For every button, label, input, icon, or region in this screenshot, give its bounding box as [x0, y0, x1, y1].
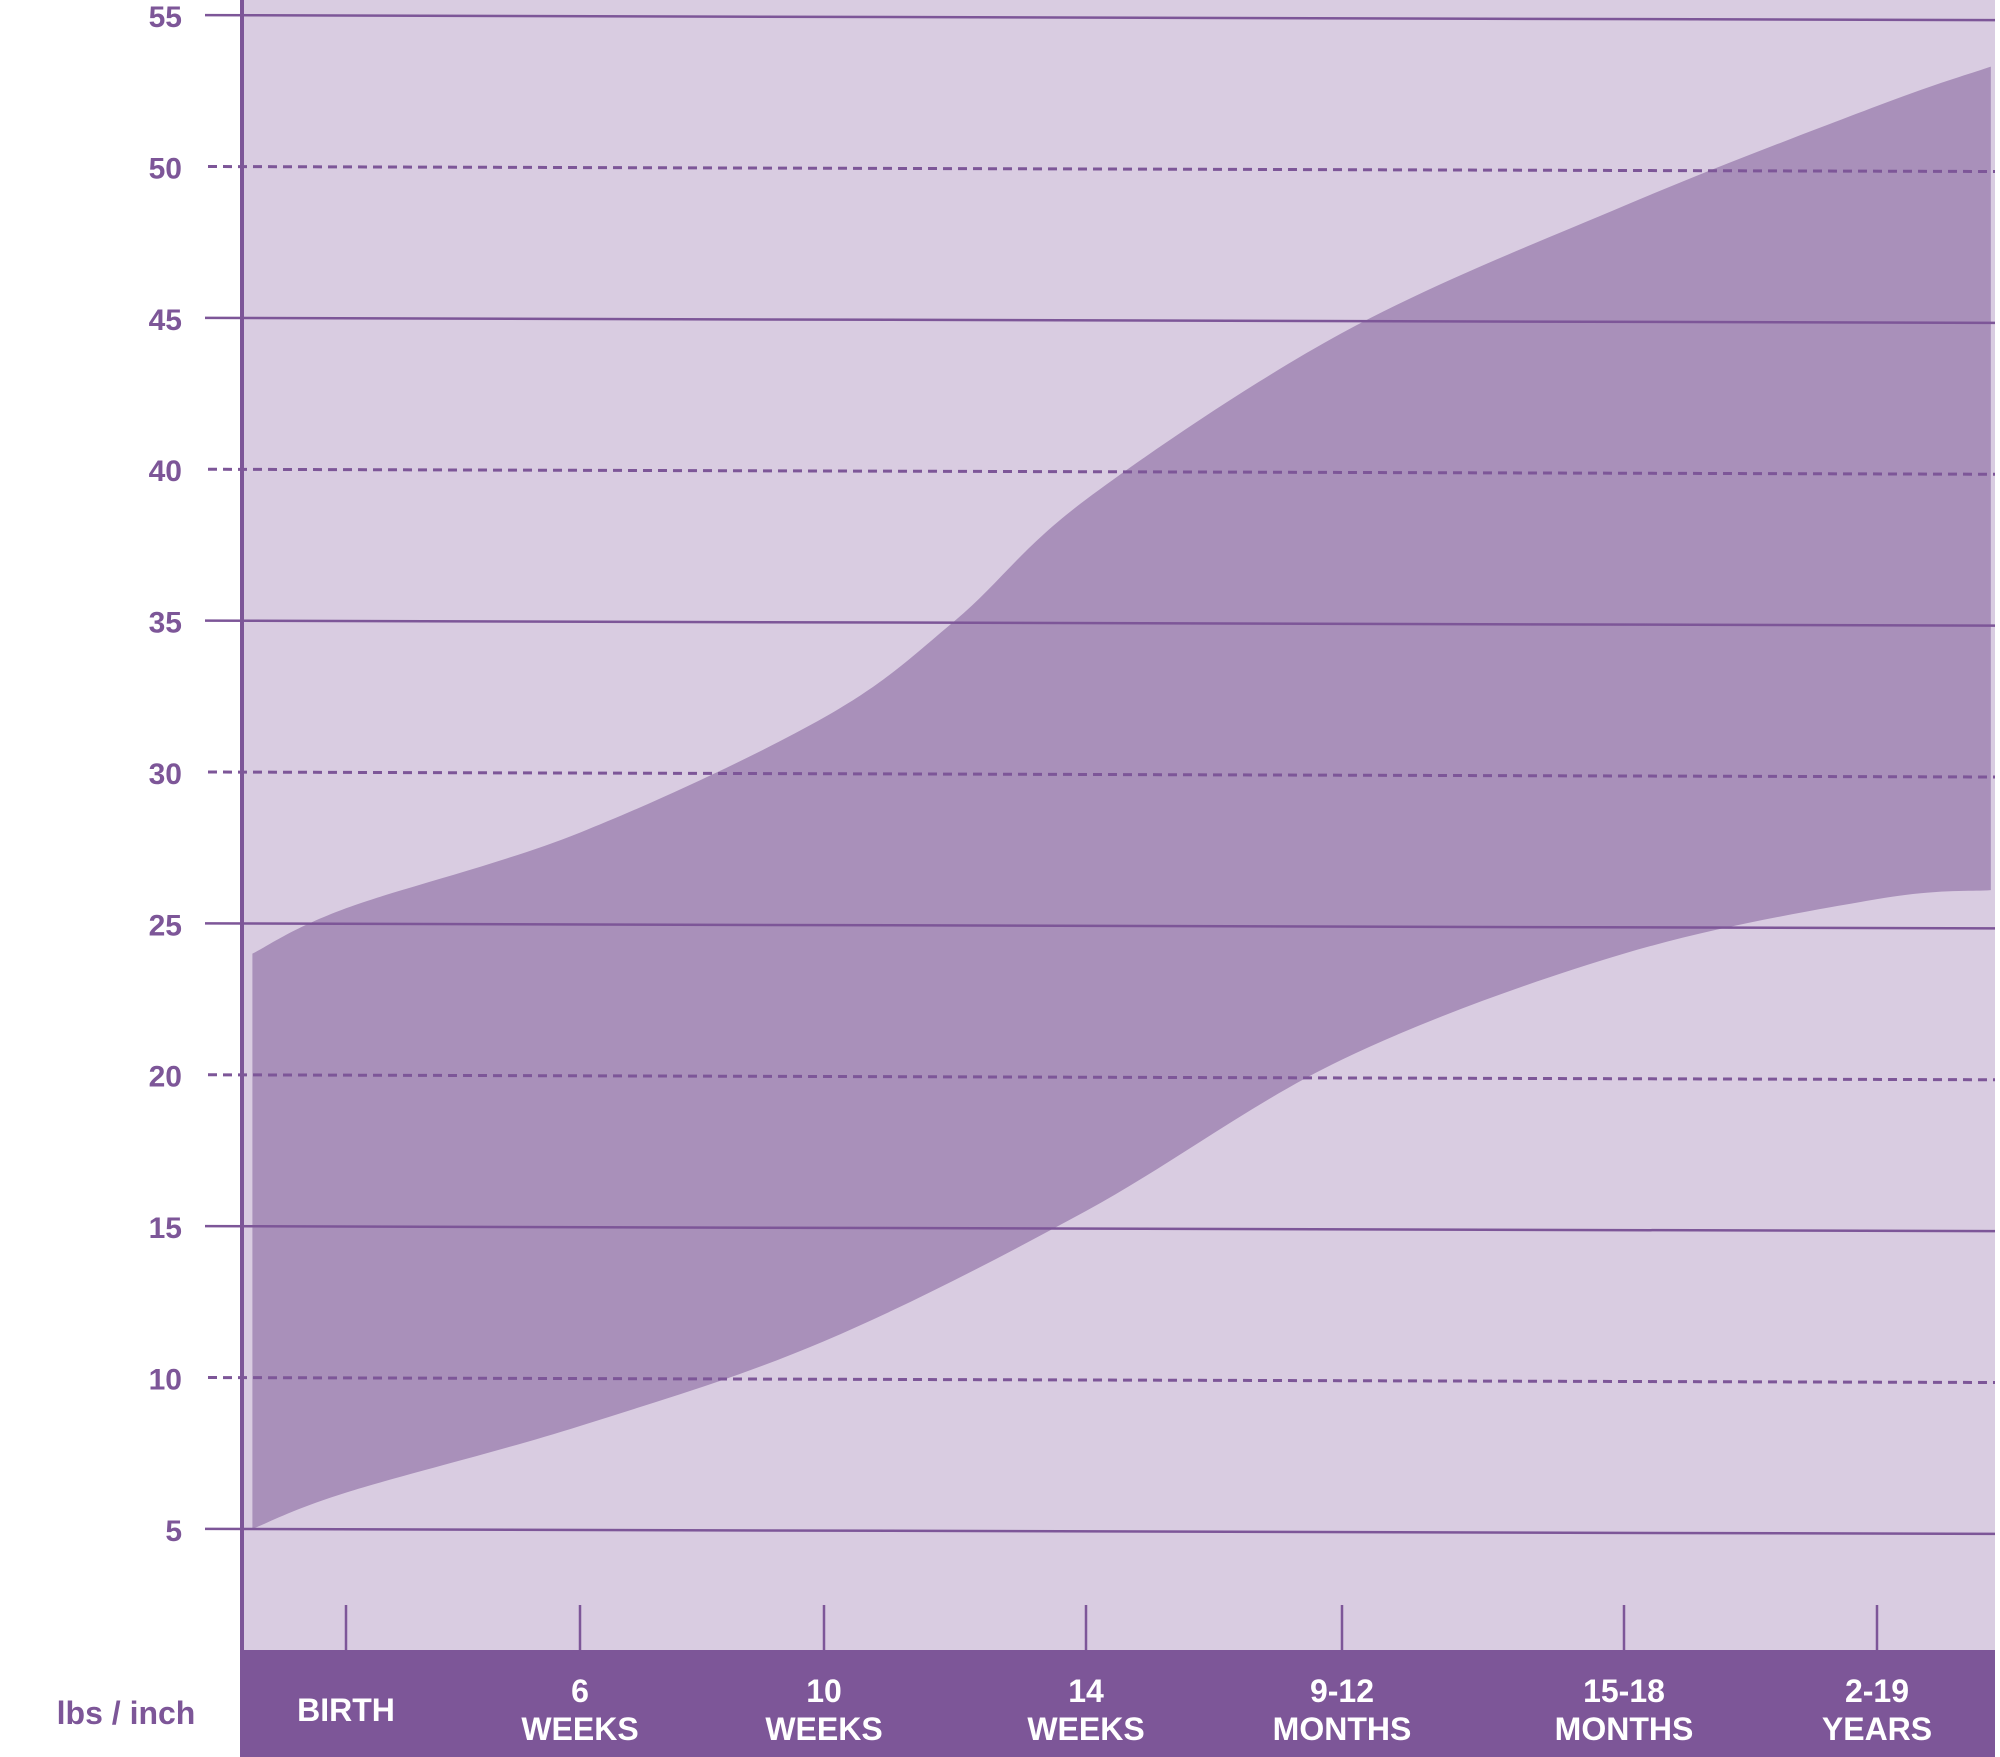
y-tick-label: 20: [149, 1061, 182, 1094]
y-tick-label: 50: [149, 152, 182, 185]
range-band: [252, 66, 1991, 1529]
gridline-dashed: [207, 165, 1996, 174]
x-tick-label: 10: [806, 1673, 842, 1709]
x-tick-label: WEEKS: [521, 1711, 638, 1747]
gridline-dashed: [207, 1073, 1996, 1082]
y-tick-label: 5: [165, 1515, 182, 1548]
gridline-dashed: [207, 467, 1996, 476]
x-tick-label: 6: [571, 1673, 589, 1709]
gridline-dashed: [207, 1376, 1996, 1385]
y-tick-label: 10: [149, 1363, 182, 1396]
x-tick-label: 15-18: [1583, 1673, 1665, 1709]
x-tick-label: YEARS: [1822, 1711, 1932, 1747]
x-tick-label: BIRTH: [297, 1692, 395, 1728]
gridline-solid: [204, 922, 1996, 930]
x-tick-label: 14: [1068, 1673, 1104, 1709]
x-axis-tick-marks: [344, 1605, 1879, 1650]
y-tick-label: 55: [149, 1, 182, 34]
gridline-solid: [204, 1527, 1996, 1536]
gridline-solid: [204, 13, 1996, 22]
y-axis-ticks: 5 10 15 20 25 30 35 40 45 50 55: [149, 1, 182, 1548]
unit-label: lbs / inch: [57, 1695, 196, 1731]
gridlines: [204, 13, 1996, 1536]
y-tick-label: 15: [149, 1212, 182, 1245]
y-tick-label: 40: [149, 455, 182, 488]
x-tick-label: 2-19: [1845, 1673, 1909, 1709]
x-axis-labels: BIRTH6WEEKS10WEEKS14WEEKS9-12MONTHS15-18…: [297, 1673, 1932, 1747]
y-tick-label: 25: [149, 909, 182, 942]
x-axis-label-bar: [242, 1650, 1995, 1757]
y-tick-label: 35: [149, 607, 182, 640]
x-tick-label: 9-12: [1310, 1673, 1374, 1709]
y-tick-label: 45: [149, 304, 182, 337]
gridline-solid: [204, 316, 1996, 325]
gridline-solid: [204, 1224, 1996, 1233]
x-tick-label: MONTHS: [1555, 1711, 1694, 1747]
gridline-solid: [204, 619, 1996, 627]
x-tick-label: MONTHS: [1273, 1711, 1412, 1747]
gridline-dashed: [207, 770, 1996, 779]
x-tick-label: WEEKS: [765, 1711, 882, 1747]
y-tick-label: 30: [149, 758, 182, 791]
x-tick-label: WEEKS: [1027, 1711, 1144, 1747]
